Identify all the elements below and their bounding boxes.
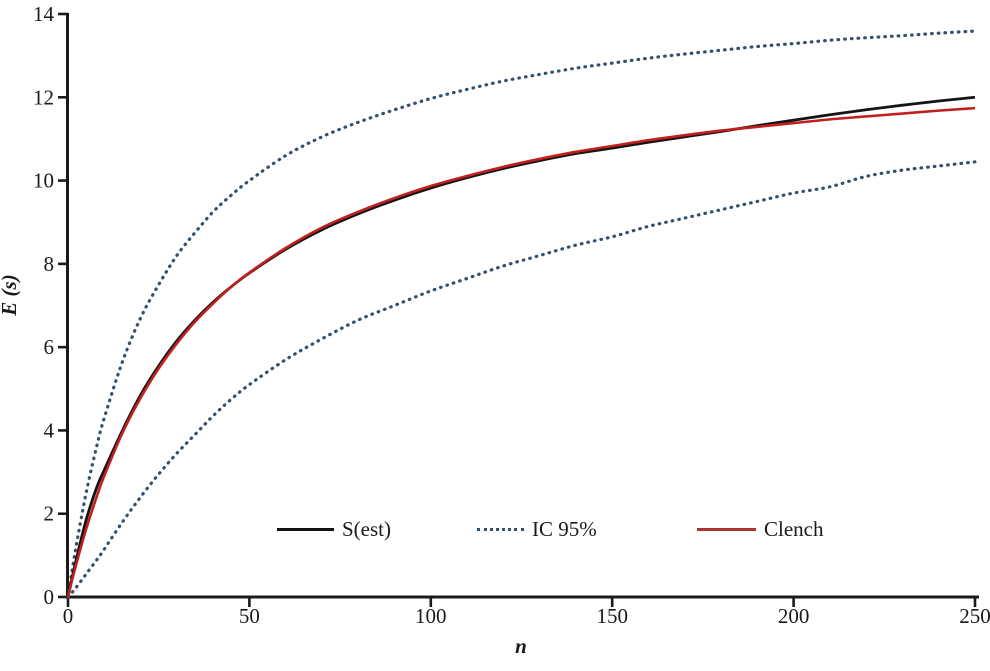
- y-tick-label: 2: [44, 502, 55, 526]
- curves: [66, 29, 977, 599]
- ic95-lower-line: [66, 160, 977, 599]
- x-tick-label: 50: [239, 604, 260, 628]
- x-tick-label: 0: [63, 604, 74, 628]
- axes: [66, 13, 979, 599]
- y-tick-label: 10: [33, 169, 54, 193]
- y-tick-label: 0: [44, 585, 55, 609]
- sest-line: [66, 95, 976, 598]
- axis-tick-labels: 0 2 4 6 8 10 12 14 0 50 100 150 200 250: [33, 2, 990, 628]
- y-tick-label: 4: [44, 418, 55, 442]
- x-tick-label: 150: [596, 604, 628, 628]
- y-tick-label: 6: [44, 335, 55, 359]
- axis-ticks: [58, 12, 977, 607]
- x-axis-title: n: [515, 634, 527, 658]
- x-tick-label: 200: [778, 604, 810, 628]
- y-tick-label: 12: [33, 85, 54, 109]
- x-tick-label: 100: [415, 604, 447, 628]
- y-axis-title: E (s): [0, 274, 21, 316]
- y-tick-label: 14: [33, 2, 55, 26]
- ic95-upper-line: [66, 29, 977, 599]
- y-tick-label: 8: [44, 252, 55, 276]
- x-tick-label: 250: [959, 604, 990, 628]
- clench-line: [66, 106, 976, 598]
